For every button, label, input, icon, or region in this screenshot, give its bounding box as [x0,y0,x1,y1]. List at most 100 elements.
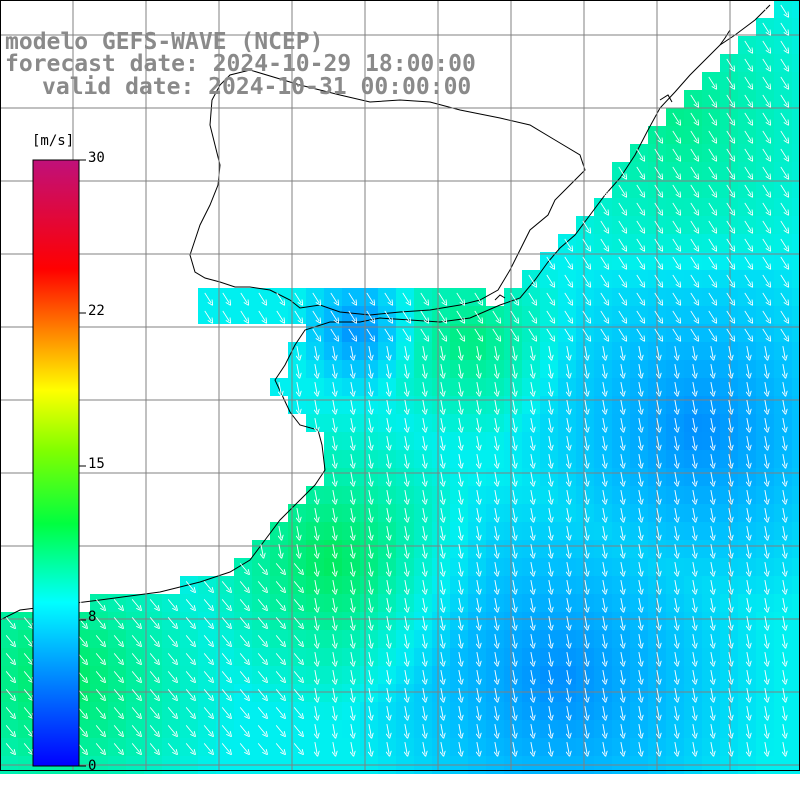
wind-arrow [513,562,515,574]
field-cell [720,684,738,702]
wind-arrow [297,346,299,358]
wind-arrow [744,40,751,51]
field-cell [378,342,396,360]
wind-arrow [708,166,715,177]
wind-arrow [726,94,733,105]
wind-arrow [510,310,517,321]
field-cell [630,504,648,522]
field-cell [630,450,648,468]
wind-arrow [221,581,230,590]
wind-arrow [387,400,389,412]
wind-arrow [744,310,751,321]
wind-arrow [639,436,641,448]
field-cell [630,612,648,630]
field-cell [522,450,540,468]
wind-arrow [780,130,787,141]
field-cell [540,666,558,684]
field-cell [594,378,612,396]
field-cell [522,576,540,594]
field-cell [666,558,684,576]
wind-arrow [222,310,229,321]
wind-arrow [149,599,158,608]
wind-arrow [690,292,697,303]
field-cell [630,360,648,378]
wind-arrow [369,508,371,520]
field-cell [378,378,396,396]
wind-arrow [513,400,515,412]
wind-arrow [765,526,767,538]
field-cell [594,360,612,378]
field-cell [450,450,468,468]
wind-arrow [423,634,425,646]
field-cell [666,522,684,540]
wind-arrow [531,508,533,520]
wind-arrow [762,22,769,33]
field-cell [576,648,594,666]
field-cell [792,216,800,234]
wind-arrow [387,580,389,592]
wind-arrow [675,346,677,358]
wind-arrow [636,148,643,159]
wind-arrow [549,454,551,466]
field-cell [450,738,468,756]
wind-arrow [333,580,335,592]
wind-arrow [438,310,445,321]
wind-arrow [585,616,587,628]
wind-arrow [747,580,749,592]
field-cell [702,612,720,630]
wind-arrow [405,670,407,682]
wind-arrow [636,256,643,267]
field-cell [738,378,756,396]
wind-arrow [744,130,751,141]
wind-arrow [297,508,299,520]
field-cell [666,504,684,522]
field-cell [540,684,558,702]
wind-arrow [708,184,715,195]
colorbar-unit: [m/s] [32,133,75,149]
field-cell [342,702,360,720]
field-cell [792,738,800,756]
field-cell [360,558,378,576]
field-cell [396,594,414,612]
wind-arrow [675,652,677,664]
field-cell [414,342,432,360]
wind-arrow [459,670,461,682]
wind-arrow [747,472,749,484]
field-cell [342,540,360,558]
wind-arrow [621,472,623,484]
field-cell [630,684,648,702]
field-cell [720,468,738,486]
field-cell [576,486,594,504]
wind-arrow [726,76,733,87]
field-cell [432,378,450,396]
wind-arrow [495,634,497,646]
field-cell [792,666,800,684]
field-cell [414,558,432,576]
field-cell [576,630,594,648]
field-cell [630,648,648,666]
field-cell [522,522,540,540]
field-cell [792,306,800,324]
field-cell [432,486,450,504]
field-cell [504,522,522,540]
field-cell [666,342,684,360]
wind-arrow [783,580,785,592]
field-cell [360,702,378,720]
wind-arrow [582,220,589,231]
field-cell [360,720,378,738]
wind-arrow [405,580,407,592]
wind-arrow [387,562,389,574]
field-cell [702,396,720,414]
field-cell [342,522,360,540]
wind-arrow [639,670,641,682]
wind-arrow [294,310,301,321]
wind-arrow [711,598,713,610]
field-cell [324,648,342,666]
wind-arrow [765,346,767,358]
field-cell [792,720,800,738]
wind-arrow [747,544,749,556]
wind-arrow [333,544,335,556]
wind-arrow [441,544,443,556]
field-cell [684,414,702,432]
field-cell [684,576,702,594]
